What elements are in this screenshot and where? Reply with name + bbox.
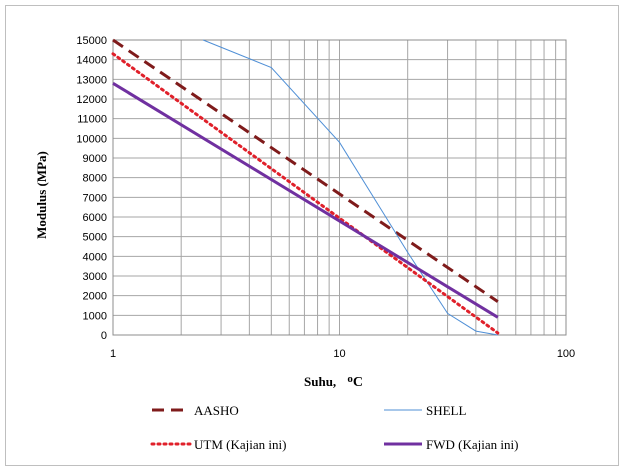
y-tick-label: 10000: [76, 133, 107, 145]
y-tick-label: 3000: [83, 271, 107, 283]
y-tick-label: 8000: [83, 173, 107, 185]
x-tick-label: 100: [557, 348, 575, 360]
x-tick-label: 10: [333, 348, 345, 360]
legend-label-0: AASHO: [194, 403, 239, 418]
grid-lines: [112, 39, 566, 336]
y-axis-ticks: 0 1000 2000 3000 4000 5000 6000 7000 8000 9000 100…: [76, 35, 107, 342]
chart-frame: [5, 5, 619, 466]
legend-label-2: UTM (Kajian ini): [194, 437, 286, 452]
x-axis-unit: oC: [347, 373, 363, 390]
y-tick-label: 5000: [83, 232, 107, 244]
legend-label-1: SHELL: [426, 403, 467, 418]
series-line-0: [112, 38, 499, 303]
y-tick-label: 6000: [83, 212, 107, 224]
legend: AASHO SHELL UTM (Kajian ini) FWD (Kajian in…: [150, 403, 518, 452]
y-tick-label: 4000: [83, 251, 107, 263]
series-line-2: [111, 52, 500, 335]
series-line-3: [112, 82, 499, 319]
x-axis-ticks: 1 10 100: [110, 348, 575, 360]
legend-label-3: FWD (Kajian ini): [426, 437, 518, 452]
y-tick-label: 1000: [83, 310, 107, 322]
series-line-1: [202, 39, 498, 336]
y-tick-label: 15000: [76, 35, 107, 47]
x-axis-label-text: Suhu,: [304, 374, 339, 389]
series-lines: [111, 38, 500, 336]
y-tick-label: 14000: [76, 55, 107, 67]
y-tick-label: 12000: [76, 94, 107, 106]
y-tick-label: 11000: [77, 114, 107, 126]
x-tick-label: 1: [110, 348, 116, 360]
x-axis-unit-degree: o: [347, 373, 353, 385]
y-tick-label: 0: [101, 330, 107, 342]
y-tick-label: 9000: [83, 153, 107, 165]
y-tick-label: 2000: [83, 291, 107, 303]
y-tick-label: 7000: [83, 192, 107, 204]
x-axis-label: Suhu, oC: [304, 373, 363, 390]
y-tick-label: 13000: [76, 74, 107, 86]
plot-area: [112, 39, 567, 336]
y-axis-label: Modulus (MPa): [34, 151, 49, 239]
x-axis-unit-c: C: [353, 375, 363, 390]
